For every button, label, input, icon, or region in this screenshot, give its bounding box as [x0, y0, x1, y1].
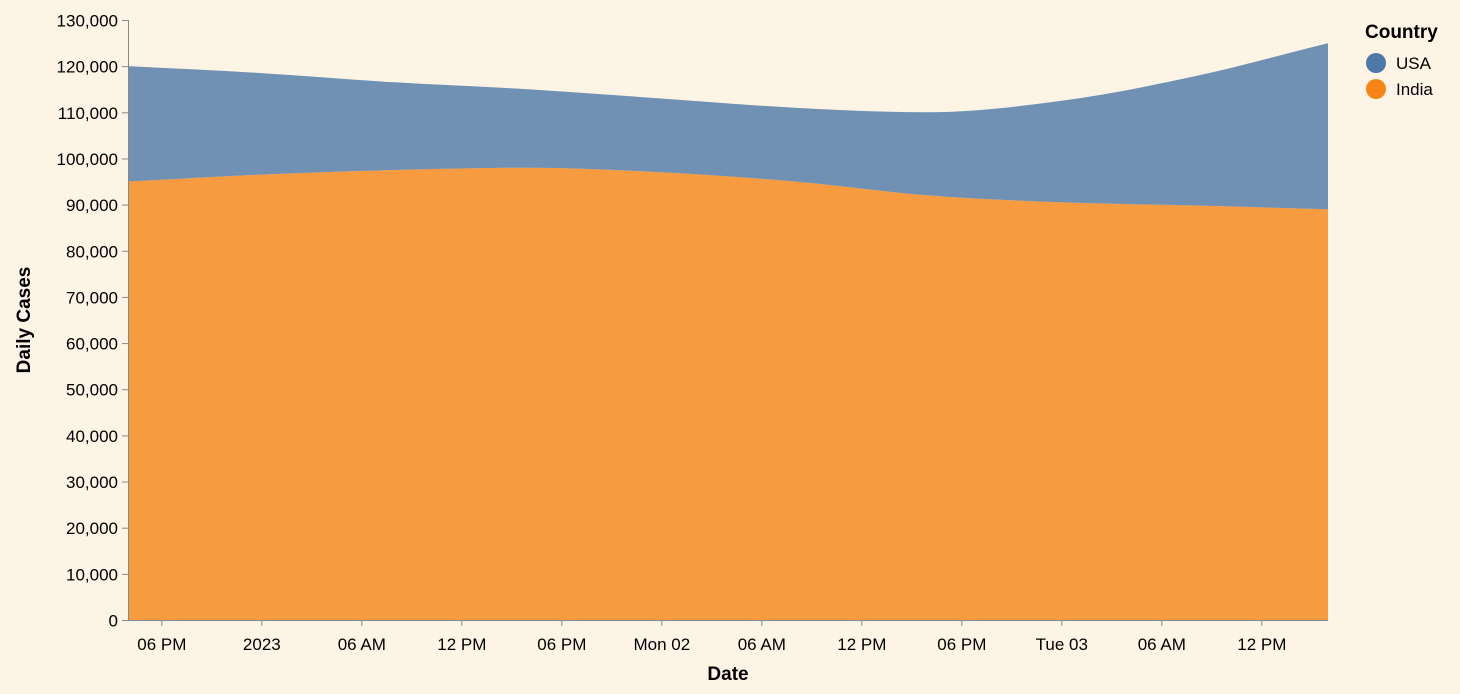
area-usa — [128, 43, 1328, 210]
y-tick-label: 50,000 — [66, 381, 118, 400]
legend: Country USA India — [1365, 22, 1438, 99]
x-tick-label: 06 AM — [338, 635, 386, 654]
legend-label-india: India — [1396, 80, 1433, 99]
x-tick-label: 06 AM — [1138, 635, 1186, 654]
x-tick-label: 12 PM — [1237, 635, 1286, 654]
x-tick-label: 06 AM — [738, 635, 786, 654]
x-tick-label: Mon 02 — [633, 635, 690, 654]
area-india — [128, 167, 1328, 620]
legend-swatch-usa — [1366, 53, 1386, 73]
y-axis-title: Daily Cases — [14, 267, 35, 374]
y-tick-label: 20,000 — [66, 519, 118, 538]
y-tick-label: 60,000 — [66, 335, 118, 354]
x-tick-label: 12 PM — [437, 635, 486, 654]
x-tick-label: 06 PM — [537, 635, 586, 654]
y-tick-label: 30,000 — [66, 473, 118, 492]
y-tick-label: 130,000 — [57, 12, 118, 31]
y-axis: 0 10,000 20,000 30,000 40,000 50,000 60,000 70,… — [57, 12, 129, 631]
x-tick-label: Tue 03 — [1036, 635, 1088, 654]
x-tick-label: 2023 — [243, 635, 281, 654]
y-tick-label: 70,000 — [66, 288, 118, 307]
legend-title: Country — [1365, 22, 1438, 43]
x-tick-label: 12 PM — [837, 635, 886, 654]
x-axis-title: Date — [707, 664, 748, 685]
y-tick-label: 100,000 — [57, 150, 118, 169]
y-tick-label: 0 — [109, 612, 118, 631]
x-tick-label: 06 PM — [937, 635, 986, 654]
y-tick-label: 110,000 — [58, 104, 118, 123]
legend-swatch-india — [1366, 79, 1386, 99]
y-tick-label: 10,000 — [66, 565, 118, 584]
y-tick-label: 90,000 — [66, 196, 118, 215]
y-tick-label: 40,000 — [66, 427, 118, 446]
x-tick-label: 06 PM — [137, 635, 186, 654]
y-tick-label: 120,000 — [57, 58, 118, 77]
x-axis: 06 PM 2023 06 AM 12 PM 06 PM Mon 02 06 AM 12 PM… — [128, 620, 1328, 654]
plot-areas — [128, 43, 1328, 620]
y-tick-label: 80,000 — [66, 242, 118, 261]
legend-label-usa: USA — [1396, 54, 1432, 73]
